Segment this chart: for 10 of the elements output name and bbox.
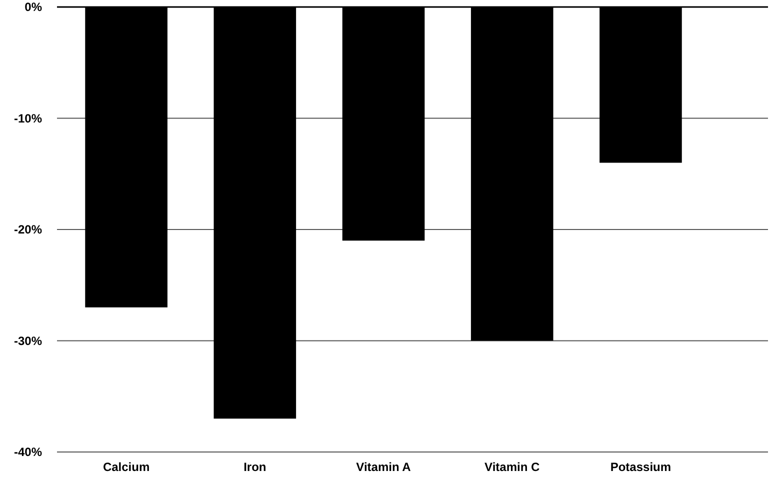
x-tick-label: Calcium <box>102 460 150 474</box>
y-tick-label: 0% <box>24 0 42 14</box>
y-tick-label: -30% <box>14 334 42 348</box>
x-tick-label: Iron <box>244 460 266 474</box>
y-tick-label: -40% <box>14 445 42 460</box>
x-tick-label: Vitamin C <box>484 460 540 474</box>
y-tick-label: -20% <box>14 222 42 237</box>
x-tick-label: Vitamin A <box>356 460 412 474</box>
x-tick-label: Potassium <box>610 460 672 474</box>
y-tick-label: -10% <box>14 111 42 126</box>
